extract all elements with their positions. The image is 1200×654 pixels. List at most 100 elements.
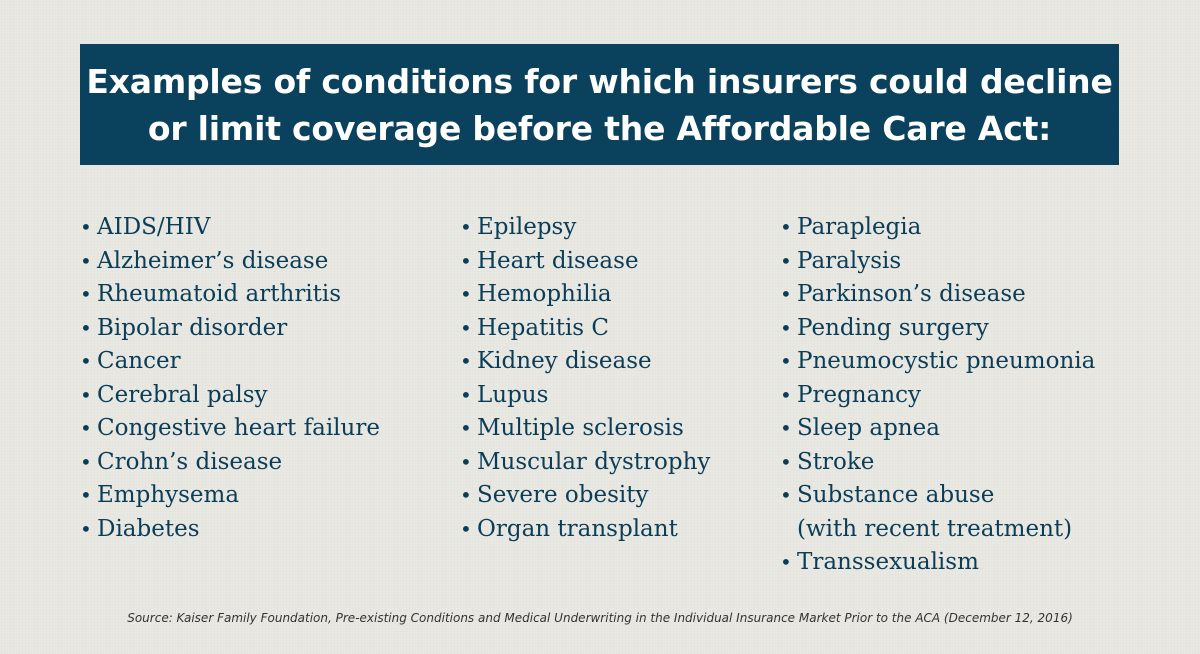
condition-row: • Pregnancy [780,379,1095,413]
bullet-icon: • [780,550,792,574]
source-citation: Source: Kaiser Family Foundation, Pre-ex… [127,611,1073,625]
condition-item: • Substance abuse (with recent treatment) [780,479,1095,546]
condition-item: • Diabetes [80,513,380,547]
condition-row: • Cancer [80,345,380,379]
bullet-icon: • [80,215,92,239]
condition-item: • Pending surgery [780,312,1095,346]
condition-row: • Diabetes [80,513,380,547]
condition-row: • Substance abuse [780,479,1095,513]
bullet-icon: • [780,349,792,373]
condition-row: • Severe obesity [460,479,710,513]
condition-row: • Multiple sclerosis [460,412,710,446]
bullet-icon: • [80,449,92,474]
condition-row: • Stroke [780,446,1095,480]
bullet-icon: • [80,248,92,273]
condition-label: Crohn’s disease [97,448,283,475]
bullet-icon: • [780,483,792,507]
bullet-icon: • [80,282,92,306]
conditions-column-3: • Paraplegia • Paralysis • Parkinson’s diseas… [780,211,1095,580]
bullet-icon: • [460,315,472,340]
condition-item: • Pregnancy [780,379,1095,413]
bullet-icon: • [460,248,472,273]
condition-item: • Sleep apnea [780,412,1095,446]
condition-item: • Severe obesity [460,479,710,513]
condition-row: • Hepatitis C [460,312,710,346]
condition-item: • Crohn’s disease [80,446,380,480]
condition-label: AIDS/HIV [97,214,211,240]
condition-row: • Heart disease [460,245,710,279]
condition-row: • Alzheimer’s disease [80,245,380,279]
condition-label: Bipolar disorder [97,314,288,341]
condition-label: Parkinson’s disease [797,281,1026,307]
condition-item: • Bipolar disorder [80,312,380,346]
title-line-2: or limit coverage before the Affordable … [147,108,1052,148]
condition-label: Emphysema [97,482,240,508]
condition-row: • Pneumocystic pneumonia [780,345,1095,379]
condition-item: • Paraplegia [780,211,1095,245]
condition-item: • Emphysema [80,479,380,513]
condition-label: Pregnancy [797,381,922,408]
condition-row: • Epilepsy [460,211,710,245]
condition-row: • Transsexualism [780,546,1095,580]
condition-label: Muscular dystrophy [477,448,711,475]
condition-item: • Rheumatoid arthritis [80,278,380,312]
bullet-icon: • [460,382,472,407]
bullet-icon: • [780,315,792,340]
bullet-icon: • [780,416,792,440]
condition-item: • Organ transplant [460,513,710,547]
condition-row: • Paralysis [780,245,1095,279]
bullet-icon: • [80,483,92,507]
bullet-icon: • [460,449,472,474]
condition-item: • Heart disease [460,245,710,279]
condition-item: • Transsexualism [780,546,1095,580]
condition-row: • Organ transplant [460,513,710,547]
condition-label: Rheumatoid arthritis [97,281,342,307]
condition-label: Stroke [797,448,875,475]
condition-label: Severe obesity [477,482,649,508]
conditions-column-1: • AIDS/HIV • Alzheimer’s disease • Rheumatoid… [80,211,380,546]
bullet-icon: • [460,516,472,541]
condition-row: • Emphysema [80,479,380,513]
condition-label: Sleep apnea [797,415,940,441]
bullet-icon: • [80,315,92,340]
condition-row: • Lupus [460,379,710,413]
bullet-icon: • [460,483,472,507]
condition-item: • Lupus [460,379,710,413]
condition-label: Paralysis [797,247,902,274]
condition-label: Lupus [477,381,549,408]
condition-label: Alzheimer’s disease [97,247,329,274]
condition-row: • Kidney disease [460,345,710,379]
condition-row: • Paraplegia [780,211,1095,245]
condition-item: • Multiple sclerosis [460,412,710,446]
condition-item: • Muscular dystrophy [460,446,710,480]
bullet-icon: • [780,282,792,306]
condition-label: Cancer [97,348,181,374]
bullet-icon: • [80,349,92,373]
condition-label: Paraplegia [797,214,922,240]
condition-label: Hepatitis C [477,314,610,341]
bullet-icon: • [80,516,92,541]
condition-item: • AIDS/HIV [80,211,380,245]
condition-row: • Cerebral palsy [80,379,380,413]
condition-label: Pending surgery [797,314,989,341]
condition-label: Hemophilia [477,281,612,307]
condition-row: • Parkinson’s disease [780,278,1095,312]
condition-label: Diabetes [97,515,200,542]
bullet-icon: • [780,248,792,273]
condition-item: • Cerebral palsy [80,379,380,413]
bullet-icon: • [460,349,472,373]
condition-item: • Pneumocystic pneumonia [780,345,1095,379]
condition-row: • AIDS/HIV [80,211,380,245]
condition-item: • Kidney disease [460,345,710,379]
condition-label: Epilepsy [477,214,577,240]
condition-row: • Congestive heart failure [80,412,380,446]
condition-label-continuation: (with recent treatment) [797,515,1073,542]
condition-label: Heart disease [477,247,639,274]
condition-item: • Stroke [780,446,1095,480]
condition-row: • Crohn’s disease [80,446,380,480]
bullet-icon: • [80,382,92,407]
condition-item: • Hepatitis C [460,312,710,346]
condition-item: • Cancer [80,345,380,379]
condition-item: • Paralysis [780,245,1095,279]
bullet-icon: • [80,416,92,440]
